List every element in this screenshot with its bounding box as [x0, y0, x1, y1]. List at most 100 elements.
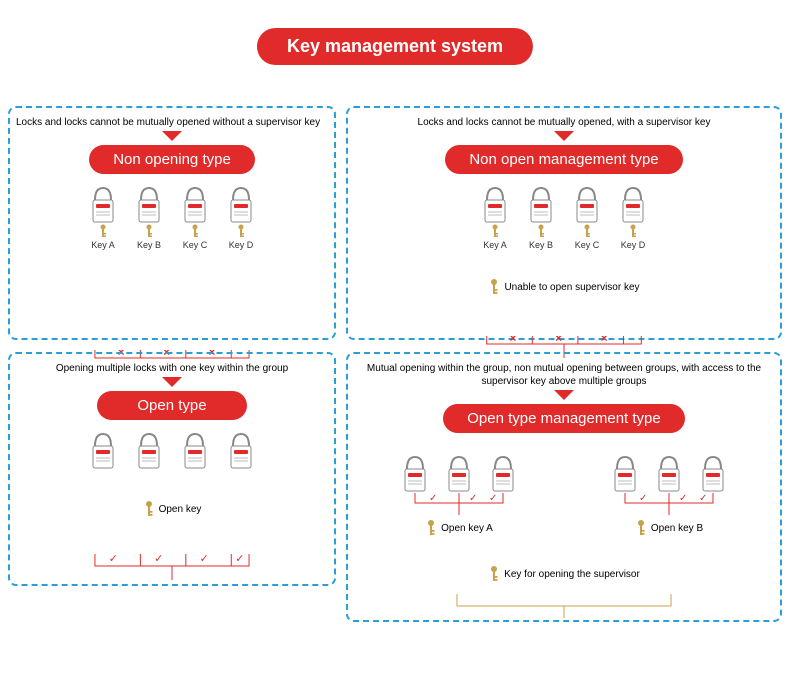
panel-desc: Locks and locks cannot be mutually opene…: [354, 116, 774, 129]
triangle-icon: [554, 131, 574, 141]
padlock-icon: [87, 184, 119, 224]
key-icon: [628, 224, 638, 238]
key-icon: [582, 224, 592, 238]
padlock-icon: [609, 453, 641, 493]
group-key-label: Open key B: [651, 523, 703, 534]
supervisor-key-label: Unable to open supervisor key: [504, 282, 639, 293]
svg-text:✓: ✓: [200, 554, 209, 565]
key-icon: [635, 519, 647, 537]
lock-unit: [128, 430, 170, 470]
panel-open-type: Opening multiple locks with one key with…: [8, 352, 336, 586]
key-label: Key A: [483, 240, 507, 250]
lock-unit: Key B: [128, 184, 170, 250]
subtitle-pill: Non opening type: [89, 145, 255, 174]
padlock-icon: [179, 430, 211, 470]
svg-text:✓: ✓: [699, 493, 707, 504]
lock-unit: [604, 453, 646, 493]
panel-desc: Opening multiple locks with one key with…: [16, 362, 328, 375]
group-key-b: Open key B: [635, 519, 703, 537]
connector-line: ✓ ✓ ✓: [599, 493, 739, 519]
key-label: Key B: [529, 240, 553, 250]
lock-unit: [394, 453, 436, 493]
padlock-icon: [525, 184, 557, 224]
key-label: Key A: [91, 240, 115, 250]
lock-unit: Key C: [174, 184, 216, 250]
svg-text:✓: ✓: [109, 554, 118, 565]
lock-unit: Key B: [520, 184, 562, 250]
locks-row: Key A Key B Key C Key D: [16, 184, 328, 250]
padlock-icon: [571, 184, 603, 224]
supervisor-key-label: Key for opening the supervisor: [504, 569, 640, 580]
key-icon: [236, 224, 246, 238]
lock-unit: Key A: [474, 184, 516, 250]
svg-text:✓: ✓: [429, 493, 437, 504]
key-label: Key D: [621, 240, 646, 250]
key-icon: [488, 565, 500, 583]
key-label: Key B: [137, 240, 161, 250]
lock-unit: Key D: [612, 184, 654, 250]
key-icon: [490, 224, 500, 238]
padlock-icon: [179, 184, 211, 224]
connector-line: ✓ ✓ ✓ ✓: [10, 554, 334, 584]
group-key-label: Open key A: [441, 523, 493, 534]
key-label: Key D: [229, 240, 254, 250]
locks-row: Key A Key B Key C Key D: [354, 184, 774, 250]
lock-unit: Key C: [566, 184, 608, 250]
supervisor-key-row: Key for opening the supervisor: [354, 565, 774, 583]
svg-text:✓: ✓: [489, 493, 497, 504]
padlock-icon: [133, 184, 165, 224]
lock-unit: [438, 453, 480, 493]
lock-unit: [648, 453, 690, 493]
padlock-icon: [617, 184, 649, 224]
subtitle-pill: Open type management type: [443, 404, 684, 433]
lock-unit: [692, 453, 734, 493]
svg-text:✓: ✓: [235, 554, 244, 565]
padlock-icon: [487, 453, 519, 493]
key-icon: [144, 224, 154, 238]
panel-desc: Locks and locks cannot be mutually opene…: [16, 116, 328, 129]
connector-line: ✓ ✓ ✓: [389, 493, 529, 519]
triangle-icon: [162, 377, 182, 387]
lock-group-b: ✓ ✓ ✓ Open key B: [568, 443, 770, 537]
padlock-icon: [133, 430, 165, 470]
svg-text:×: ×: [601, 336, 608, 345]
padlock-icon: [399, 453, 431, 493]
padlock-icon: [225, 430, 257, 470]
open-key-label: Open key: [159, 504, 202, 515]
triangle-icon: [162, 131, 182, 141]
svg-text:✓: ✓: [154, 554, 163, 565]
key-icon: [536, 224, 546, 238]
panel-non-opening: Locks and locks cannot be mutually opene…: [8, 106, 336, 340]
lock-unit: Key A: [82, 184, 124, 250]
key-label: Key C: [575, 240, 600, 250]
panel-open-management: Mutual opening within the group, non mut…: [346, 352, 782, 622]
padlock-icon: [87, 430, 119, 470]
key-icon: [98, 224, 108, 238]
panel-non-open-management: Locks and locks cannot be mutually opene…: [346, 106, 782, 340]
padlock-icon: [653, 453, 685, 493]
key-icon: [425, 519, 437, 537]
supervisor-connector: [348, 594, 780, 622]
svg-text:×: ×: [555, 336, 562, 345]
group-key-a: Open key A: [425, 519, 493, 537]
lock-unit: [82, 430, 124, 470]
padlock-icon: [479, 184, 511, 224]
key-label: Key C: [183, 240, 208, 250]
supervisor-key-row: Unable to open supervisor key: [354, 278, 774, 296]
subtitle-pill: Open type: [97, 391, 246, 420]
padlock-icon: [697, 453, 729, 493]
padlock-icon: [225, 184, 257, 224]
panel-desc: Mutual opening within the group, non mut…: [354, 362, 774, 388]
padlock-icon: [443, 453, 475, 493]
lock-unit: [174, 430, 216, 470]
lock-unit: [482, 453, 524, 493]
svg-text:×: ×: [510, 336, 517, 345]
lock-unit: Key D: [220, 184, 262, 250]
lock-group-a: ✓ ✓ ✓ Open key A: [358, 443, 560, 537]
lock-unit: [220, 430, 262, 470]
open-key-row: Open key: [16, 500, 328, 518]
triangle-icon: [554, 390, 574, 400]
key-icon: [190, 224, 200, 238]
page-title: Key management system: [257, 28, 533, 65]
svg-text:✓: ✓: [639, 493, 647, 504]
